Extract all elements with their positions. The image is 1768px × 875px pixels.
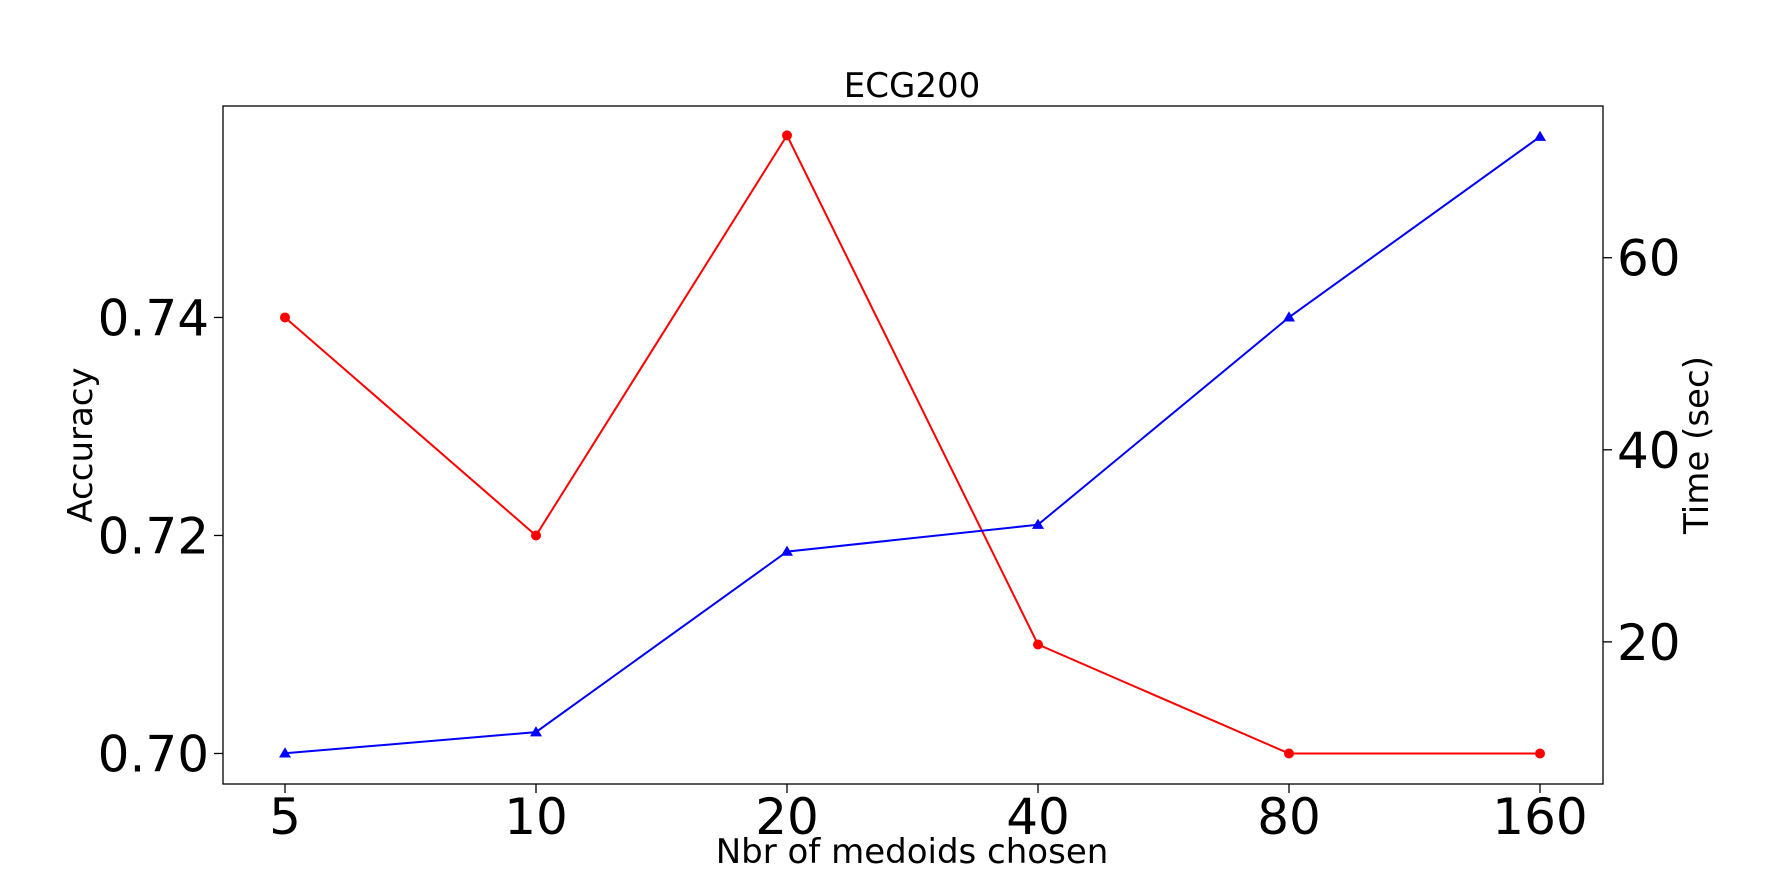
x-tick-label: 20 bbox=[755, 788, 819, 846]
y-axis-label: Accuracy bbox=[61, 367, 101, 522]
x-tick-label: 160 bbox=[1492, 788, 1587, 846]
series-line-accuracy bbox=[284, 133, 1540, 755]
y-axis-right: 20 40 60 bbox=[1603, 230, 1681, 672]
y-tick-label: 0.74 bbox=[98, 289, 209, 347]
data-point-time bbox=[1283, 311, 1295, 322]
y-tick-label: 0.70 bbox=[98, 725, 209, 783]
data-point-accuracy bbox=[782, 130, 792, 141]
data-point-accuracy bbox=[531, 530, 541, 541]
series-layer bbox=[279, 130, 1546, 759]
x-tick-label: 40 bbox=[1006, 788, 1070, 846]
y2-tick-label: 20 bbox=[1617, 614, 1681, 672]
data-point-time bbox=[279, 747, 291, 758]
data-point-accuracy bbox=[1033, 639, 1043, 650]
y-axis-left: 0.70 0.72 0.74 bbox=[98, 289, 223, 783]
y2-axis-label: Time (sec) bbox=[1677, 356, 1717, 535]
y2-tick-label: 40 bbox=[1617, 422, 1681, 480]
chart-title: ECG200 bbox=[844, 66, 980, 106]
x-axis: 5 10 20 40 80 160 bbox=[269, 784, 1588, 846]
data-point-time bbox=[1534, 130, 1546, 141]
data-point-time bbox=[1032, 518, 1044, 529]
data-point-accuracy bbox=[1535, 748, 1545, 759]
series-line-time bbox=[284, 135, 1541, 755]
data-point-time bbox=[781, 545, 793, 556]
y-tick-label: 0.72 bbox=[98, 507, 209, 565]
x-tick-label: 5 bbox=[269, 788, 301, 846]
data-point-accuracy bbox=[280, 312, 290, 323]
plot-area-frame bbox=[222, 105, 1604, 785]
data-point-accuracy bbox=[1284, 748, 1294, 759]
x-axis-label: Nbr of medoids chosen bbox=[716, 832, 1109, 872]
data-point-time bbox=[530, 726, 542, 737]
y2-tick-label: 60 bbox=[1617, 230, 1681, 288]
x-tick-label: 80 bbox=[1257, 788, 1321, 846]
x-tick-label: 10 bbox=[504, 788, 568, 846]
